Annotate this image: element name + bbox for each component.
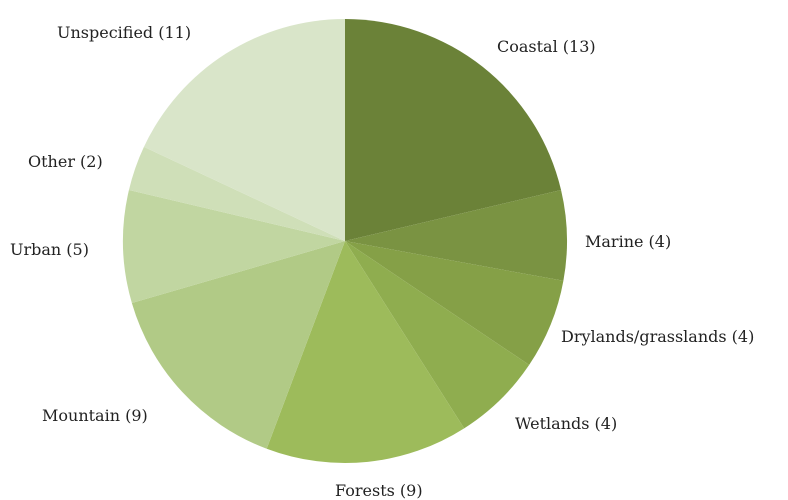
pie-labels: Coastal (13) Marine (4) Drylands/grassland… [10, 23, 754, 500]
pie-slice-urban [123, 190, 345, 304]
slice-label-marine: Marine (4) [585, 232, 671, 251]
pie-slice-marine [345, 190, 567, 281]
slice-label-drylands-grasslands: Drylands/grasslands (4) [561, 327, 754, 346]
slice-label-unspecified: Unspecified (11) [57, 23, 191, 42]
slice-label-urban: Urban (5) [10, 240, 89, 259]
slice-label-coastal: Coastal (13) [497, 37, 596, 56]
pie-slices [123, 19, 567, 464]
slice-label-wetlands: Wetlands (4) [515, 414, 617, 433]
pie-slice-unspecified [143, 19, 345, 241]
pie-slice-mountain [131, 241, 345, 449]
pie-slice-drylands-grasslands [345, 241, 564, 365]
slice-label-mountain: Mountain (9) [42, 406, 148, 425]
pie-slice-forests [266, 241, 465, 464]
pie-slice-other [128, 146, 345, 241]
pie-slice-coastal [345, 19, 562, 241]
slice-label-other: Other (2) [28, 152, 103, 171]
pie-slice-wetlands [345, 241, 530, 429]
slice-label-forests: Forests (9) [335, 481, 423, 500]
